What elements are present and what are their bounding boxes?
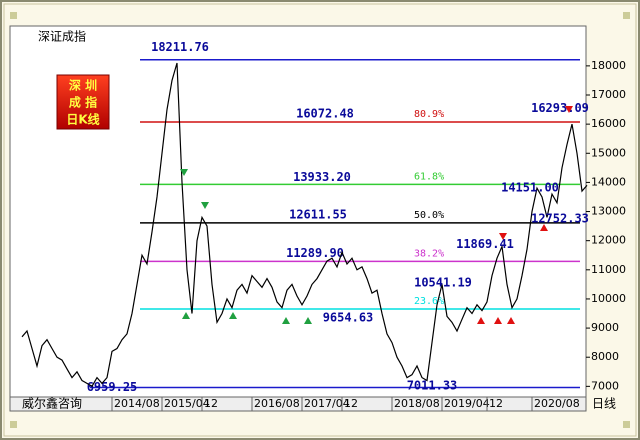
level-label: 11289.90 <box>286 246 344 260</box>
y-tick-label: 18000 <box>591 59 626 72</box>
x-tick-label: 2019/04 <box>444 397 490 410</box>
level-label: 16072.48 <box>296 107 354 121</box>
x-tick-label: 12 <box>489 397 503 410</box>
x-tick-label: 2020/08 <box>534 397 580 410</box>
level-label: 6959.25 <box>87 380 138 394</box>
arrow <box>304 317 312 324</box>
point-label: 14151.00 <box>501 181 559 195</box>
point-label: 10541.19 <box>414 276 472 290</box>
corner-mark <box>10 12 17 19</box>
arrow <box>180 169 188 176</box>
arrow <box>477 317 485 324</box>
level-label: 13933.20 <box>293 170 351 184</box>
box-line: 日K线 <box>66 112 99 127</box>
x-unit-label: 日线 <box>592 397 616 411</box>
y-tick-label: 9000 <box>591 321 619 334</box>
x-tick-label: 2017/04 <box>304 397 350 410</box>
x-tick-label: 2014/08 <box>114 397 160 410</box>
arrow <box>540 224 548 231</box>
level-label: 9654.63 <box>323 311 374 325</box>
y-tick-label: 13000 <box>591 205 626 218</box>
level-pct: 38.2% <box>414 248 444 259</box>
arrow <box>494 317 502 324</box>
point-label: 11869.41 <box>456 237 514 251</box>
x-tick-label: 2015/04 <box>164 397 210 410</box>
arrow <box>507 317 515 324</box>
point-label: 16293.09 <box>531 101 589 115</box>
corner-mark <box>10 421 17 428</box>
x-tick-label: 12 <box>204 397 218 410</box>
arrow <box>282 317 290 324</box>
level-label: 12611.55 <box>289 207 347 221</box>
level-label: 18211.76 <box>151 40 209 54</box>
price-line <box>21 62 588 388</box>
x-tick-label: 12 <box>344 397 358 410</box>
source: 威尔鑫咨询 <box>22 396 82 411</box>
y-tick-label: 17000 <box>591 88 626 101</box>
y-tick-label: 16000 <box>591 117 626 130</box>
x-tick-label: 2016/08 <box>254 397 300 410</box>
y-tick-label: 12000 <box>591 234 626 247</box>
y-tick-label: 8000 <box>591 350 619 363</box>
arrows <box>180 106 573 324</box>
x-tick-label: 2018/08 <box>394 397 440 410</box>
y-tick-label: 15000 <box>591 146 626 159</box>
label-box <box>56 74 110 130</box>
level-pct: 80.9% <box>414 109 444 120</box>
point-label: 12752.33 <box>531 211 589 225</box>
arrow <box>182 312 190 319</box>
level-pct: 23.6% <box>414 296 444 307</box>
arrow <box>201 202 209 209</box>
box-line: 成 指 <box>69 95 97 110</box>
frame-inner <box>3 3 637 437</box>
y-tick-label: 10000 <box>591 292 626 305</box>
chart-title: 深证成指 <box>38 29 86 44</box>
box-line: 深 圳 <box>69 78 97 93</box>
level-pct: 61.8% <box>414 171 444 182</box>
point-label: 7011.33 <box>407 379 458 393</box>
arrow <box>229 312 237 319</box>
level-pct: 50.0% <box>414 210 444 221</box>
corner-mark <box>623 12 630 19</box>
y-tick-label: 14000 <box>591 175 626 188</box>
arrow <box>565 106 573 113</box>
y-tick-label: 11000 <box>591 263 626 276</box>
arrow <box>499 233 507 240</box>
y-tick-label: 7000 <box>591 379 619 392</box>
corner-mark <box>623 421 630 428</box>
